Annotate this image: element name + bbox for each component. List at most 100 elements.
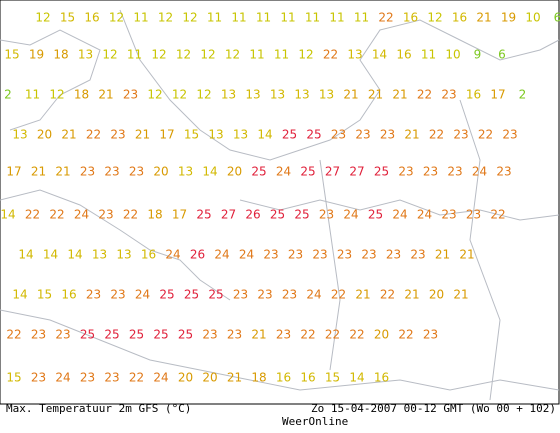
temperature: 12 [427, 11, 442, 25]
temperature: 25 [300, 165, 315, 179]
temperature: 23 [257, 288, 272, 302]
temperature: 25 [294, 208, 309, 222]
temperature: 23 [31, 371, 46, 385]
temperature: 9 [474, 48, 482, 62]
temperature: 13 [347, 48, 362, 62]
temperature: 21 [453, 288, 468, 302]
temperature: 22 [49, 208, 64, 222]
temperature: 24 [306, 288, 321, 302]
temperature: 13 [245, 88, 260, 102]
temperature: 23 [129, 165, 144, 179]
temperature: 13 [221, 88, 236, 102]
map-title: Max. Temperatuur 2m GFS (°C) [6, 402, 191, 415]
temperature: 15 [60, 11, 75, 25]
temperature: 22 [325, 328, 340, 342]
temperature: 21 [31, 165, 46, 179]
temperature: 21 [404, 128, 419, 142]
temperature: 22 [417, 88, 432, 102]
temperature: 22 [86, 128, 101, 142]
temperature: 23 [496, 165, 511, 179]
temperature: 12 [298, 48, 313, 62]
temperature: 13 [92, 248, 107, 262]
temperature: 19 [29, 48, 44, 62]
temperature: 23 [453, 128, 468, 142]
temperature: 16 [276, 371, 291, 385]
temperature: 22 [490, 208, 505, 222]
temperature: 13 [208, 128, 223, 142]
temperature: 10 [445, 48, 460, 62]
temperature-labels: 12 15 16 12 11 12 12 11 11 11 11 11 11 11 22 16 12 16 21 19… [0, 11, 560, 385]
map-credit: WeerOnline [282, 415, 348, 428]
temperature: 14 [202, 165, 217, 179]
temperature: 24 [472, 165, 487, 179]
temperature: 14 [43, 248, 58, 262]
temperature: 23 [331, 128, 346, 142]
temperature: 24 [276, 165, 291, 179]
temperature: 17 [172, 208, 187, 222]
temperature: 22 [331, 288, 346, 302]
temperature: 25 [374, 165, 389, 179]
temperature: 21 [343, 88, 358, 102]
temperature: 25 [184, 288, 199, 302]
temperature: 23 [104, 371, 119, 385]
temperature: 24 [392, 208, 407, 222]
temperature: 18 [53, 48, 68, 62]
temperature: 15 [325, 371, 340, 385]
temperature: 11 [25, 88, 40, 102]
temperature: 13 [319, 88, 334, 102]
temperature: 16 [61, 288, 76, 302]
temperature: 22 [429, 128, 444, 142]
temperature: 20 [429, 288, 444, 302]
temperature: 12 [172, 88, 187, 102]
temperature: 13 [116, 248, 131, 262]
temperature: 19 [501, 11, 516, 25]
temperature: 26 [245, 208, 260, 222]
temperature: 23 [386, 248, 401, 262]
temperature: 23 [441, 208, 456, 222]
temperature: 24 [343, 208, 358, 222]
temperature: 11 [231, 11, 246, 25]
temperature: 11 [329, 11, 344, 25]
temperature: 21 [392, 88, 407, 102]
temperature: 25 [251, 165, 266, 179]
temperature: 15 [184, 128, 199, 142]
temperature: 25 [104, 328, 119, 342]
temperature: 23 [502, 128, 517, 142]
temperature: 14 [257, 128, 272, 142]
temperature: 25 [178, 328, 193, 342]
temperature: 21 [459, 248, 474, 262]
temperature: 14 [372, 48, 387, 62]
temperature: 23 [202, 328, 217, 342]
temperature: 25 [153, 328, 168, 342]
temperature: 23 [227, 328, 242, 342]
temperature: 11 [354, 11, 369, 25]
temperature: 27 [221, 208, 236, 222]
temperature: 11 [280, 11, 295, 25]
temperature: 25 [270, 208, 285, 222]
temperature: 13 [12, 128, 27, 142]
temperature: 15 [37, 288, 52, 302]
temperature: 25 [196, 208, 211, 222]
temperature: 16 [466, 88, 481, 102]
temperature: 24 [74, 208, 89, 222]
temperature: 14 [18, 248, 33, 262]
temperature: 25 [368, 208, 383, 222]
temperature: 16 [300, 371, 315, 385]
temperature: 17 [6, 165, 21, 179]
temperature: 23 [80, 165, 95, 179]
temperature: 11 [207, 11, 222, 25]
temperature: 23 [423, 328, 438, 342]
coastlines [0, 9, 560, 401]
temperature: 22 [123, 208, 138, 222]
temperature: 20 [202, 371, 217, 385]
temperature: 11 [133, 11, 148, 25]
temperature: 23 [288, 248, 303, 262]
temperature: 22 [129, 371, 144, 385]
temperature: 23 [110, 128, 125, 142]
temperature: 12 [225, 48, 240, 62]
temperature: 22 [398, 328, 413, 342]
temperature: 23 [31, 328, 46, 342]
temperature: 21 [61, 128, 76, 142]
temperature: 21 [135, 128, 150, 142]
temperature: 23 [423, 165, 438, 179]
